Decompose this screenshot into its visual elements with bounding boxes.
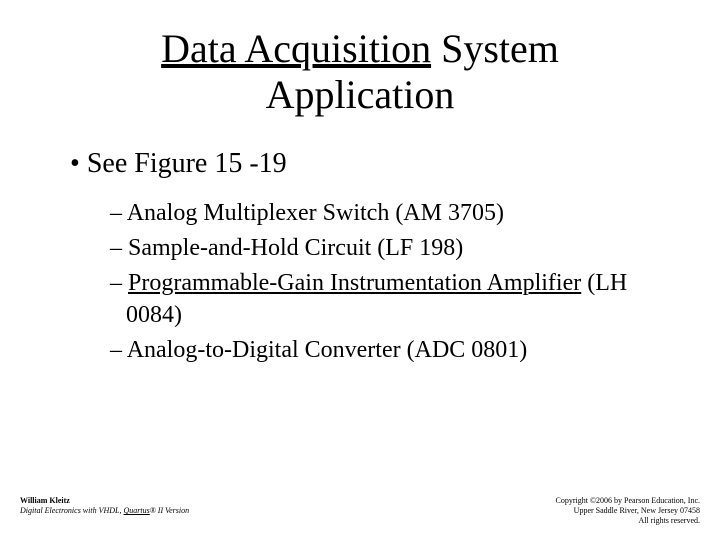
sub-bullet-text: Analog-to-Digital Converter (ADC 0801): [127, 337, 528, 363]
sub-bullet-text: Sample-and-Hold Circuit (LF 198): [128, 235, 463, 261]
title-line2: Application: [266, 72, 455, 117]
footer-copyright-line3: All rights reserved.: [638, 516, 700, 525]
sub-bullet: Programmable-Gain Instrumentation Amplif…: [110, 268, 670, 330]
footer-book-underlined: Quartus: [123, 506, 149, 515]
footer-book-suffix: ® II Version: [150, 506, 189, 515]
footer-right: Copyright ©2006 by Pearson Education, In…: [556, 496, 701, 526]
title-underlined-part: Data Acquisition: [161, 26, 431, 71]
bullet-main: See Figure 15 -19: [70, 148, 670, 180]
slide: Data Acquisition System Application See …: [0, 0, 720, 540]
title-part2: System: [431, 26, 559, 71]
sub-bullet: Analog Multiplexer Switch (AM 3705): [110, 198, 670, 229]
footer-author: William Kleitz: [20, 496, 70, 505]
sub-bullet-underlined: Programmable-Gain Instrumentation Amplif…: [128, 270, 581, 296]
footer-copyright-line2: Upper Saddle River, New Jersey 07458: [574, 506, 700, 515]
sub-bullet: Sample-and-Hold Circuit (LF 198): [110, 233, 670, 264]
footer-copyright-line1: Copyright ©2006 by Pearson Education, In…: [556, 496, 701, 505]
sub-bullet-text: Analog Multiplexer Switch (AM 3705): [127, 200, 504, 226]
footer-left: William Kleitz Digital Electronics with …: [20, 496, 189, 526]
footer: William Kleitz Digital Electronics with …: [0, 496, 720, 526]
slide-title: Data Acquisition System Application: [50, 26, 670, 118]
sub-bullet: Analog-to-Digital Converter (ADC 0801): [110, 335, 670, 366]
footer-book-prefix: Digital Electronics with VHDL,: [20, 506, 123, 515]
